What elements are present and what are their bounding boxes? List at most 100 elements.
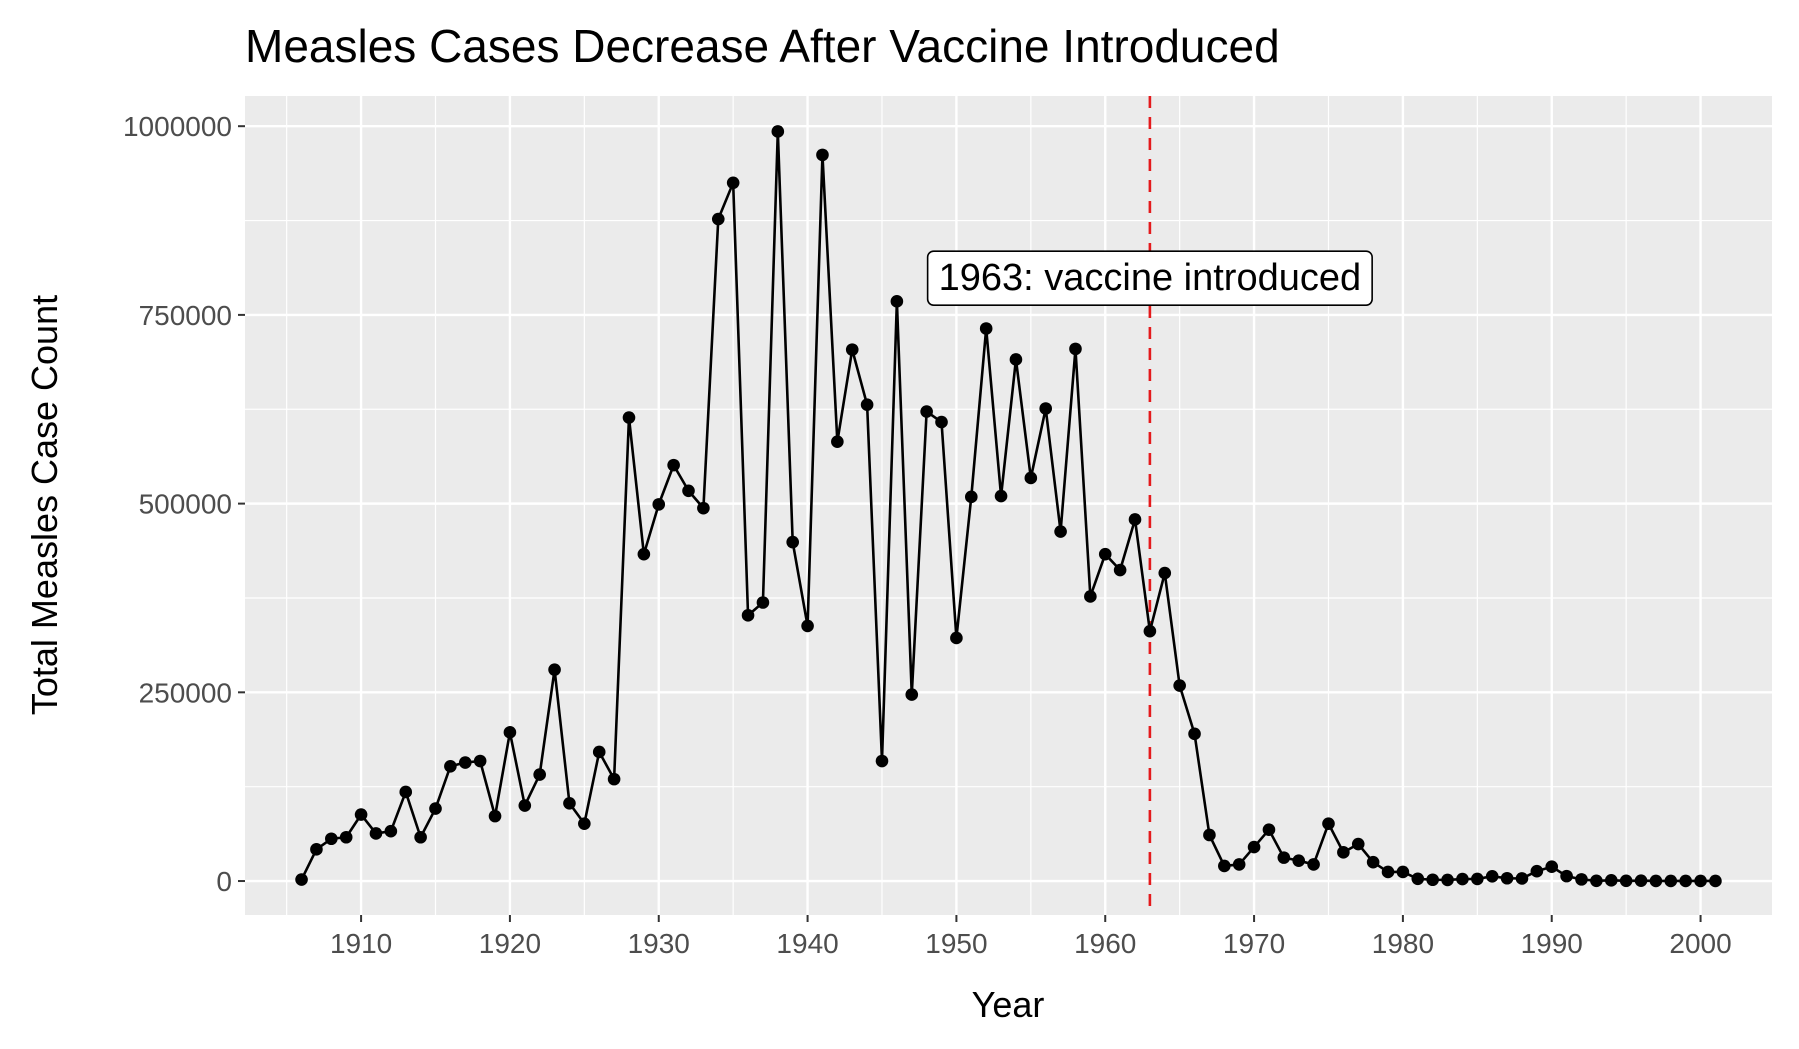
data-point	[994, 489, 1008, 503]
data-point	[592, 745, 606, 759]
data-point	[1381, 865, 1395, 879]
data-point	[875, 754, 889, 768]
data-point	[607, 772, 621, 786]
data-point	[1634, 874, 1648, 887]
data-point	[1069, 342, 1082, 356]
data-point	[1545, 860, 1559, 873]
data-point	[1530, 864, 1544, 878]
data-point	[429, 802, 442, 815]
data-point	[1560, 869, 1573, 883]
y-tick-label: 250000	[139, 677, 232, 708]
data-point	[1307, 858, 1320, 871]
data-point	[726, 176, 740, 190]
data-point	[1456, 872, 1469, 886]
data-point	[548, 663, 561, 676]
data-point	[652, 498, 666, 511]
data-point	[741, 609, 755, 622]
data-point	[369, 827, 383, 840]
x-tick-label: 1930	[628, 928, 690, 959]
data-point	[1247, 840, 1261, 854]
data-point	[756, 596, 770, 609]
x-tick-label: 1910	[330, 928, 392, 959]
data-point	[384, 824, 398, 838]
annotation-text: 1963: vaccine introduced	[939, 257, 1362, 299]
annotation-box	[926, 250, 1373, 306]
data-point	[697, 501, 710, 515]
data-point	[1203, 828, 1216, 842]
data-point	[622, 411, 636, 424]
series-layer	[295, 125, 1722, 888]
data-point	[295, 873, 308, 886]
data-point	[1619, 874, 1633, 888]
data-point	[1009, 353, 1023, 366]
data-point	[1575, 873, 1588, 886]
data-point	[473, 754, 487, 768]
data-point	[1098, 547, 1112, 561]
annotation-layer: 1963: vaccine introduced	[926, 250, 1373, 306]
data-point	[503, 726, 517, 739]
data-point	[950, 631, 963, 645]
data-point	[414, 830, 427, 844]
x-tick-label: 2000	[1669, 928, 1731, 959]
y-tick-label: 750000	[139, 300, 232, 331]
data-point	[1128, 513, 1142, 526]
data-point	[920, 405, 933, 418]
x-tick-label: 1970	[1223, 928, 1285, 959]
data-point	[1143, 624, 1157, 638]
x-axis-title: Year	[972, 984, 1045, 1025]
data-point	[1218, 859, 1231, 873]
data-point	[1232, 858, 1246, 871]
x-tick-label: 1950	[925, 928, 987, 959]
x-tick-label: 1960	[1074, 928, 1136, 959]
x-tick-label: 1990	[1521, 928, 1583, 959]
data-point	[816, 148, 829, 162]
data-point	[444, 759, 457, 773]
data-point	[771, 125, 785, 138]
data-point	[310, 843, 323, 856]
data-point	[890, 295, 904, 308]
y-tick-label: 500000	[139, 489, 232, 520]
data-point	[1396, 865, 1410, 879]
data-point	[1709, 874, 1722, 888]
data-point	[578, 817, 591, 830]
data-point	[786, 535, 799, 549]
x-tick-label: 1940	[776, 928, 838, 959]
data-point	[1679, 874, 1692, 888]
data-point	[1337, 846, 1350, 859]
data-point	[488, 809, 502, 823]
data-point	[905, 688, 919, 701]
data-point	[935, 415, 948, 429]
data-point	[860, 398, 874, 412]
data-point	[533, 768, 546, 781]
data-point	[1188, 727, 1201, 741]
data-point	[1664, 874, 1678, 888]
data-point	[1590, 874, 1603, 888]
data-point	[667, 458, 680, 472]
data-point	[1039, 402, 1053, 415]
data-point	[1604, 874, 1618, 887]
data-point	[1351, 837, 1365, 851]
data-point	[637, 547, 651, 561]
data-point	[682, 484, 695, 498]
data-point	[1411, 872, 1425, 886]
data-point	[1158, 566, 1172, 580]
data-point	[1173, 679, 1186, 692]
y-tick-label: 0	[216, 866, 232, 897]
data-point	[801, 619, 814, 633]
data-point	[1084, 590, 1097, 603]
data-point	[1024, 471, 1038, 485]
data-point	[399, 785, 413, 799]
data-point	[964, 490, 978, 504]
data-point	[1262, 823, 1276, 837]
data-point	[325, 832, 338, 846]
y-axis-title: Total Measles Case Count	[24, 295, 65, 715]
data-point	[1426, 873, 1439, 887]
y-axis: 0 250000 500000 750000 1000000	[123, 111, 245, 897]
data-point	[1366, 855, 1380, 869]
data-point	[1471, 872, 1484, 886]
data-point	[1515, 872, 1529, 885]
data-point	[458, 756, 472, 769]
y-tick-label: 1000000	[123, 111, 232, 142]
data-point	[1694, 874, 1707, 888]
